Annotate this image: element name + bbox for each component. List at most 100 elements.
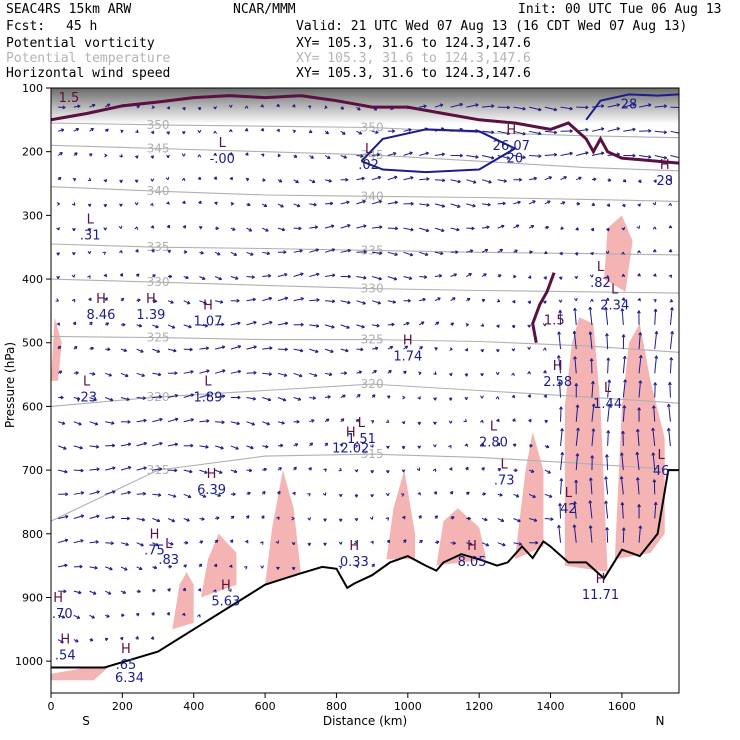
wind-vector — [544, 130, 557, 134]
wind-vector — [120, 397, 130, 401]
theta-contour-label: 350 — [361, 120, 384, 134]
wind-vector-head — [104, 153, 108, 158]
theta-contour — [51, 243, 679, 256]
wind-vector-head — [182, 106, 186, 111]
wind-vector-head — [338, 493, 343, 497]
wind-vector-head — [575, 404, 580, 408]
theta-contour — [51, 186, 679, 202]
wind-vector-head — [233, 469, 238, 474]
wind-vector-head — [138, 323, 143, 328]
wind-vector — [309, 397, 316, 399]
wind-vector-head — [111, 515, 115, 520]
wind-vector — [136, 518, 145, 521]
extremum-value: 6.34 — [115, 671, 144, 686]
wind-vector — [403, 128, 412, 132]
wind-vector — [136, 397, 146, 399]
wind-vector-head — [150, 225, 155, 229]
wind-vector-head — [600, 127, 605, 131]
wind-vector-head — [511, 299, 516, 304]
wind-vector — [230, 421, 240, 425]
wind-vector-head — [518, 542, 522, 546]
wind-vector-head — [378, 199, 383, 204]
wind-vector-head — [59, 152, 63, 156]
wind-vector — [120, 443, 131, 447]
extremum-marker: L — [565, 486, 573, 501]
vertical-motion-region — [200, 533, 237, 598]
wind-vector-head — [543, 276, 547, 280]
wind-vector — [513, 542, 522, 545]
wind-vector — [669, 382, 671, 398]
wind-vector — [89, 566, 98, 569]
wind-vector — [324, 202, 333, 205]
wind-vector — [481, 155, 495, 159]
y-tick-label: 600 — [22, 400, 43, 413]
wind-vector-head — [355, 564, 359, 568]
wind-vector-head — [266, 251, 271, 256]
wind-vector-head — [300, 297, 304, 301]
wind-vector-head — [119, 273, 124, 277]
wind-vector-head — [263, 203, 268, 208]
wind-vector-head — [310, 155, 314, 159]
wind-vector — [183, 324, 192, 328]
wind-vector — [152, 468, 162, 471]
wind-vector-head — [282, 397, 287, 402]
wind-vector — [120, 566, 128, 571]
wind-vector-head — [635, 477, 640, 481]
wind-vector — [309, 273, 320, 277]
wind-vector-head — [441, 152, 445, 157]
wind-vector — [654, 105, 667, 108]
extremum-marker: H — [146, 292, 156, 307]
wind-vector-head — [142, 491, 147, 496]
wind-vector-head — [419, 539, 423, 544]
wind-vector-head — [112, 490, 116, 494]
wind-vector — [167, 394, 178, 398]
wind-vector-head — [512, 418, 516, 422]
wind-vector-head — [91, 615, 95, 619]
wind-vector-head — [410, 201, 414, 206]
wind-vector-head — [197, 154, 202, 158]
wind-vector-head — [233, 252, 238, 256]
wind-vector-head — [502, 542, 506, 547]
wind-vector-head — [109, 566, 113, 571]
wind-vector-head — [174, 417, 179, 422]
wind-vector-head — [533, 176, 538, 181]
wind-vector-head — [357, 107, 361, 111]
wind-vector-head — [557, 524, 561, 529]
wind-vector-head — [468, 273, 472, 277]
wind-vector — [105, 397, 114, 401]
wind-vector — [152, 418, 163, 423]
wind-vector — [293, 273, 304, 277]
wind-vector-head — [339, 443, 344, 448]
wind-vector-head — [143, 466, 147, 470]
init-time: Init: 00 UTC Tue 06 Aug 13 — [518, 2, 722, 17]
wind-vector-head — [143, 441, 147, 446]
wind-vector-head — [88, 297, 92, 302]
wind-vector-head — [213, 589, 217, 593]
wind-vector-head — [409, 252, 414, 257]
wind-vector-head — [668, 274, 673, 279]
field-1-xy: XY= 105.3, 31.6 to 124.3,147.6 — [296, 36, 531, 51]
wind-vector-head — [558, 299, 563, 303]
wind-vector-head — [480, 348, 484, 353]
wind-vector — [89, 491, 100, 495]
wind-vector — [654, 155, 667, 159]
wind-vector — [387, 323, 395, 326]
wind-vector — [558, 331, 562, 350]
wind-vector — [262, 372, 272, 375]
wind-vector-head — [544, 419, 548, 424]
wind-vector-head — [292, 129, 296, 134]
wind-vector-head — [92, 103, 96, 108]
wind-vector-head — [450, 322, 455, 326]
wind-vector-head — [588, 500, 593, 504]
wind-vector-head — [404, 345, 409, 350]
wind-vector-head — [266, 421, 270, 426]
wind-vector-head — [170, 541, 174, 546]
wind-vector — [215, 395, 226, 398]
wind-vector-head — [140, 349, 144, 353]
wind-vector-head — [262, 178, 266, 182]
wind-vector — [372, 154, 380, 157]
wind-vector-head — [527, 394, 532, 398]
wind-vector-head — [309, 442, 314, 446]
wind-vector-head — [668, 225, 673, 229]
x-axis-label: Distance (km) — [323, 714, 407, 728]
